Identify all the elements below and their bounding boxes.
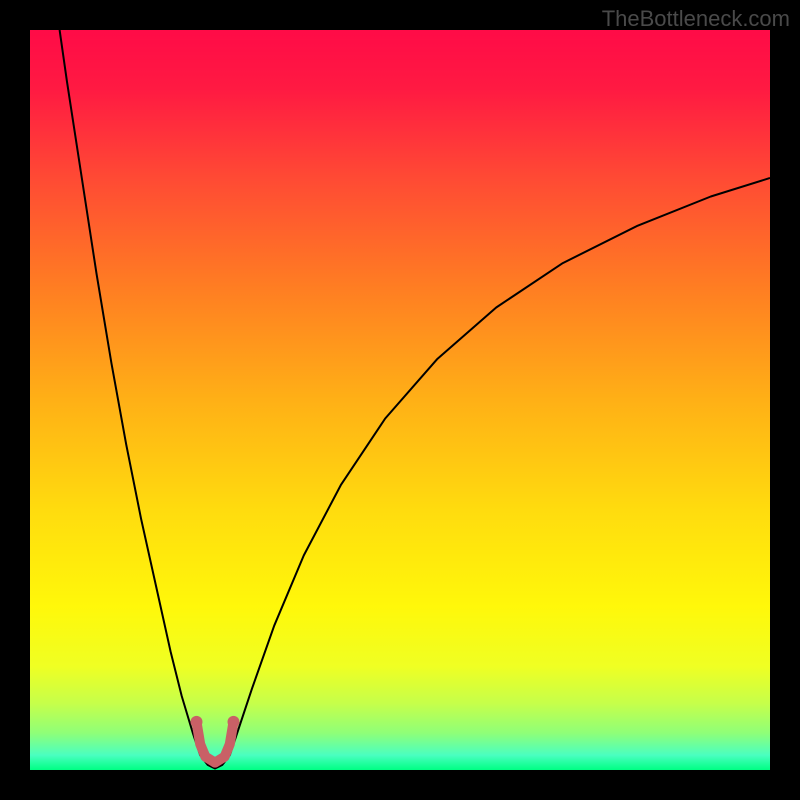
watermark-text: TheBottleneck.com [602,6,790,32]
chart-frame: TheBottleneck.com [0,0,800,800]
plot-area [30,30,770,770]
optimal-marker [30,30,770,770]
